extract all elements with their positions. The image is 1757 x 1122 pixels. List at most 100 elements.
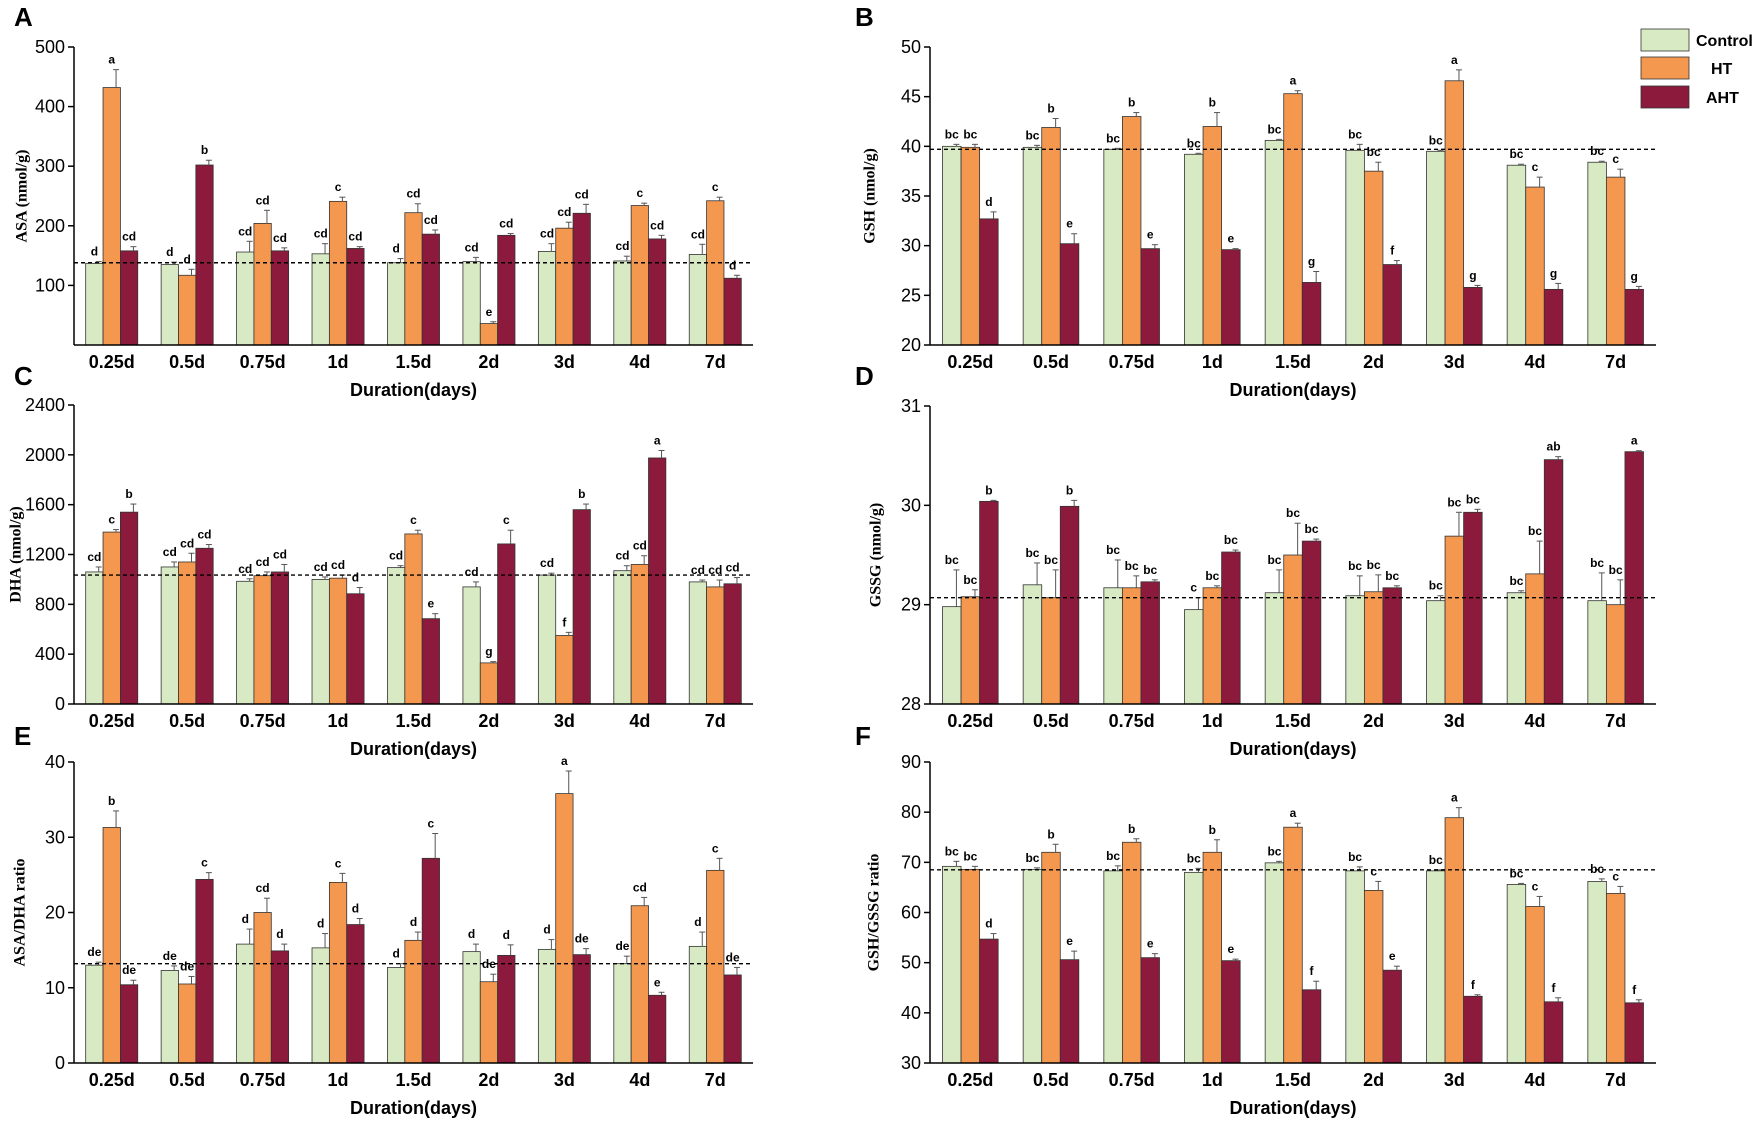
bar-ht-f	[1041, 851, 1061, 1064]
bar-control-b	[1184, 153, 1204, 346]
significance-letter-d: bc	[1025, 546, 1039, 560]
y-axis-label-b: GSH (nmol/g)	[862, 148, 879, 244]
bar-aht-e	[572, 954, 591, 1064]
bar-aht-e	[270, 950, 290, 1064]
bar-aht-d	[1463, 511, 1483, 705]
bar-aht-f	[1543, 1001, 1564, 1064]
significance-letter-d: b	[985, 483, 992, 497]
significance-letter-a: cd	[499, 217, 513, 231]
bar-control-d	[1103, 587, 1123, 705]
significance-letter-e: d	[410, 915, 417, 929]
bar-control-c	[160, 566, 179, 705]
bar-aht-c	[723, 583, 742, 705]
bar-ht-d	[1121, 587, 1142, 705]
x-tick-label-a: 1.5d	[395, 352, 431, 372]
significance-letter-c: cd	[180, 536, 194, 550]
x-tick-label-b: 7d	[1605, 352, 1626, 372]
significance-letter-f: f	[1552, 981, 1557, 995]
bar-aht-b	[1301, 282, 1322, 346]
significance-letter-a: c	[712, 180, 719, 194]
y-tick-label-b: 45	[901, 87, 921, 107]
significance-letter-c: cd	[633, 539, 647, 553]
significance-letter-d: bc	[1509, 574, 1523, 588]
x-tick-label-e: 1d	[328, 1070, 349, 1090]
y-tick-label-b: 20	[901, 335, 921, 355]
significance-letter-e: c	[335, 856, 342, 870]
bar-control-e	[160, 970, 179, 1064]
y-axis-label-d: GSSG (nmol/g)	[868, 503, 885, 607]
significance-letter-a: cd	[273, 231, 287, 245]
x-tick-label-e: 0.75d	[240, 1070, 286, 1090]
bar-aht-e	[346, 924, 365, 1064]
bar-aht-b	[1140, 248, 1160, 346]
bar-ht-c	[178, 561, 197, 705]
bar-aht-f	[979, 938, 999, 1064]
x-axis-label-a: Duration(days)	[350, 380, 477, 400]
bar-ht-d	[1363, 591, 1384, 705]
significance-letter-d: bc	[1528, 524, 1542, 538]
x-tick-label-e: 7d	[705, 1070, 726, 1090]
bar-control-c	[236, 580, 255, 705]
y-tick-label-b: 40	[901, 136, 921, 156]
bar-control-f	[1184, 871, 1204, 1064]
significance-letter-b: a	[1290, 74, 1297, 88]
bar-aht-d	[979, 500, 999, 705]
bar-ht-c	[630, 564, 649, 705]
x-tick-label-c: 1.5d	[395, 711, 431, 731]
significance-letter-b: bc	[1509, 147, 1523, 161]
bar-ht-c	[328, 577, 348, 705]
x-tick-label-d: 1.5d	[1275, 711, 1311, 731]
significance-letter-c: cd	[198, 528, 212, 542]
bar-aht-f	[1382, 969, 1402, 1064]
significance-letter-c: cd	[726, 561, 740, 575]
x-tick-label-d: 7d	[1605, 711, 1626, 731]
significance-letter-e: de	[615, 939, 629, 953]
significance-letter-c: d	[352, 571, 359, 585]
significance-letter-f: bc	[1509, 866, 1523, 880]
bar-aht-c	[648, 457, 667, 705]
y-tick-label-e: 10	[45, 978, 65, 998]
significance-letter-f: d	[985, 917, 992, 931]
significance-letter-a: cd	[575, 187, 589, 201]
bar-ht-b	[1283, 93, 1303, 346]
legend-label-ht: HT	[1711, 61, 1733, 78]
significance-letter-b: e	[1066, 217, 1073, 231]
x-tick-label-e: 4d	[629, 1070, 650, 1090]
bar-aht-e	[648, 994, 667, 1064]
bar-ht-e	[328, 882, 348, 1064]
significance-letter-e: de	[180, 959, 194, 973]
bar-control-f	[1264, 862, 1285, 1064]
significance-letter-f: c	[1370, 864, 1377, 878]
bar-ht-e	[630, 905, 649, 1064]
bar-control-c	[311, 579, 330, 705]
y-tick-label-a: 100	[35, 275, 65, 295]
x-tick-label-d: 0.5d	[1033, 711, 1069, 731]
significance-letter-f: b	[1209, 823, 1216, 837]
bar-control-d	[1184, 609, 1204, 705]
x-tick-label-d: 2d	[1363, 711, 1384, 731]
significance-letter-c: cd	[238, 562, 252, 576]
significance-letter-b: bc	[1348, 127, 1362, 141]
significance-letter-c: cd	[331, 558, 345, 572]
y-tick-label-d: 30	[901, 495, 921, 515]
significance-letter-f: bc	[1025, 851, 1039, 865]
significance-letter-b: e	[1147, 228, 1154, 242]
x-tick-label-d: 1d	[1202, 711, 1223, 731]
significance-letter-c: f	[562, 615, 567, 629]
x-tick-label-b: 0.75d	[1109, 352, 1155, 372]
significance-letter-c: e	[428, 597, 435, 611]
bar-aht-a	[723, 277, 742, 346]
significance-letter-e: c	[201, 856, 208, 870]
significance-letter-b: a	[1451, 53, 1458, 67]
bar-aht-f	[1059, 959, 1080, 1064]
significance-letter-f: b	[1047, 827, 1054, 841]
significance-letter-e: d	[276, 927, 283, 941]
significance-letter-d: c	[1190, 581, 1197, 595]
significance-letter-a: d	[166, 245, 173, 259]
significance-letter-d: bc	[1224, 533, 1238, 547]
bar-ht-b	[1444, 80, 1465, 346]
bar-aht-a	[270, 250, 290, 346]
bar-ht-a	[253, 223, 272, 346]
significance-letter-c: a	[654, 433, 661, 447]
significance-letter-c: c	[410, 513, 417, 527]
